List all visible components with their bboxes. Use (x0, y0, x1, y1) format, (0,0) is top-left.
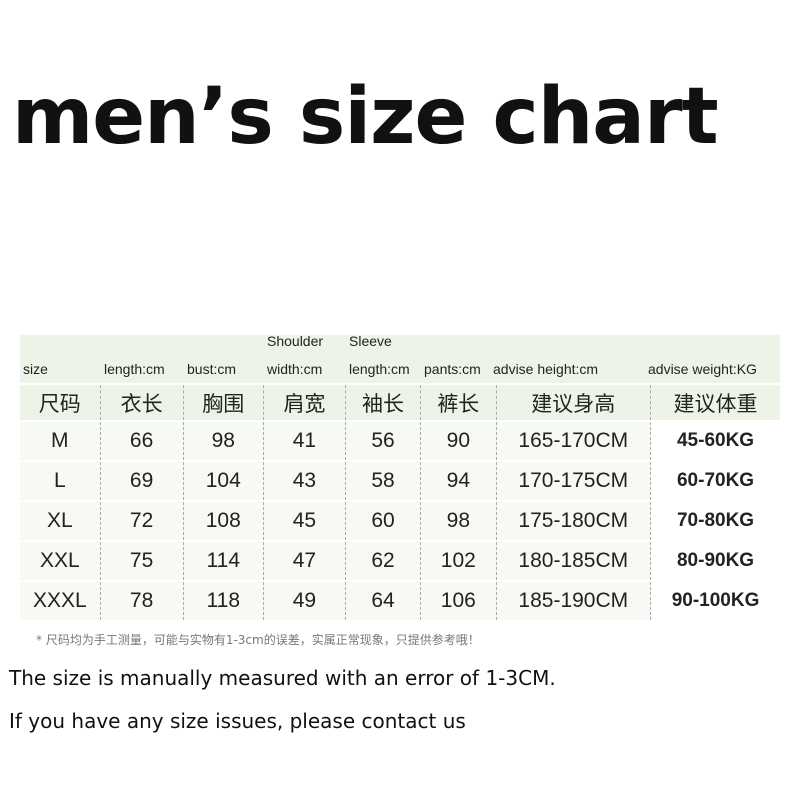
header-en-bottom: size (23, 361, 48, 377)
header-en-bottom: length:cm (104, 361, 165, 377)
header-cn: 衣长 (99, 383, 184, 421)
table-cell: 90-100KG (650, 580, 780, 620)
table-cell: XXXL (20, 580, 101, 620)
table-cell: XXL (20, 540, 101, 581)
table-cell: 49 (262, 580, 346, 620)
header-en-bottom: bust:cm (187, 361, 237, 377)
table-cell: 98 (420, 500, 496, 541)
table-cell: 60 (344, 500, 421, 541)
header-en-bottom: length:cm (349, 361, 410, 377)
table-cell: 41 (262, 420, 346, 461)
table-cell: 70-80KG (650, 500, 780, 541)
header-cn: 建议体重 (650, 383, 780, 421)
table-cell: 98 (182, 420, 264, 461)
table-cell: XL (20, 500, 101, 541)
table-cell: 62 (344, 540, 421, 581)
header-row-cn: 尺码 衣长 胸围 肩宽 袖长 裤长 建议身高 建议体重 (20, 383, 780, 421)
table-cell: M (20, 420, 101, 461)
header-cn: 裤长 (420, 383, 496, 421)
table-cell: 90 (420, 420, 496, 461)
size-table: size length:cm bust:cm Shoulder width:cm Slee… (20, 333, 780, 620)
header-en-bottom: advise height:cm (493, 361, 599, 377)
table-cell: 165-170CM (495, 420, 651, 461)
table-cell: 106 (420, 580, 496, 620)
table-cell: 185-190CM (495, 580, 651, 620)
header-cn: 袖长 (344, 383, 421, 421)
table-cell: 43 (262, 460, 346, 501)
table-cell: L (20, 460, 101, 501)
table-cell: 45 (262, 500, 346, 541)
table-cell: 56 (344, 420, 421, 461)
table-row: XXXL 78 118 49 64 106 185-190CM 90-100KG (20, 580, 780, 620)
table-cell: 180-185CM (495, 540, 651, 581)
table-row: XL 72 108 45 60 98 175-180CM 70-80KG (20, 500, 780, 541)
note-cn: * 尺码均为手工测量，可能与实物有1-3cm的误差，实属正常现象，只提供参考哦！ (36, 633, 480, 647)
measurement-note: The size is manually measured with an er… (9, 666, 556, 690)
table-row: XXL 75 114 47 62 102 180-185CM 80-90KG (20, 540, 780, 581)
header-en-bottom: advise weight:KG (648, 361, 757, 377)
table-cell: 175-180CM (495, 500, 651, 541)
header-en-top: Shoulder (267, 333, 324, 349)
table-cell: 78 (99, 580, 184, 620)
table-cell: 170-175CM (495, 460, 651, 501)
header-cn: 尺码 (20, 383, 101, 421)
table-cell: 64 (344, 580, 421, 620)
table-row: M 66 98 41 56 90 165-170CM 45-60KG (20, 420, 780, 461)
table-cell: 102 (420, 540, 496, 581)
table-cell: 94 (420, 460, 496, 501)
header-cn: 肩宽 (262, 383, 346, 421)
table-cell: 118 (182, 580, 264, 620)
header-en-top: Sleeve (349, 333, 392, 349)
page-title: men’s size chart (12, 72, 719, 162)
header-en-bottom: width:cm (267, 361, 323, 377)
table-cell: 108 (182, 500, 264, 541)
table-cell: 114 (182, 540, 264, 581)
table-cell: 72 (99, 500, 184, 541)
table-cell: 45-60KG (650, 420, 780, 461)
table-cell: 104 (182, 460, 264, 501)
header-en-bottom: pants:cm (424, 361, 481, 377)
table-cell: 69 (99, 460, 184, 501)
table-cell: 58 (344, 460, 421, 501)
table-cell: 66 (99, 420, 184, 461)
header-cn: 胸围 (182, 383, 264, 421)
contact-note: If you have any size issues, please cont… (9, 709, 466, 733)
table-cell: 47 (262, 540, 346, 581)
table-cell: 60-70KG (650, 460, 780, 501)
header-cn: 建议身高 (495, 383, 651, 421)
table-cell: 75 (99, 540, 184, 581)
table-cell: 80-90KG (650, 540, 780, 581)
table-row: L 69 104 43 58 94 170-175CM 60-70KG (20, 460, 780, 501)
